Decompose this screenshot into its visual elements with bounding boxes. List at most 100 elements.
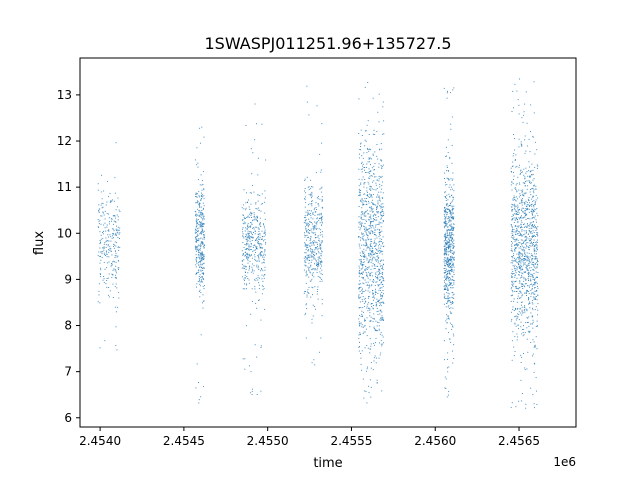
data-point xyxy=(527,290,528,292)
data-point xyxy=(360,182,362,184)
data-point xyxy=(448,271,450,273)
data-point xyxy=(448,239,450,241)
data-point xyxy=(381,197,383,199)
data-point xyxy=(307,246,309,248)
data-point xyxy=(306,291,308,293)
data-point xyxy=(450,303,452,305)
data-point xyxy=(366,198,368,199)
data-point xyxy=(312,272,314,274)
data-point xyxy=(100,234,102,236)
data-point xyxy=(444,222,446,224)
data-point xyxy=(516,207,518,209)
data-point xyxy=(250,371,252,373)
data-point xyxy=(243,221,245,223)
data-point xyxy=(367,229,369,230)
data-point xyxy=(381,209,383,211)
data-point xyxy=(447,226,448,228)
data-point xyxy=(304,180,306,181)
data-point xyxy=(528,260,530,262)
data-point xyxy=(203,259,205,261)
data-point xyxy=(450,250,452,252)
data-point xyxy=(531,283,532,285)
data-point xyxy=(445,237,447,239)
data-point xyxy=(372,253,374,255)
data-point xyxy=(376,219,378,221)
data-point xyxy=(522,329,524,330)
data-point xyxy=(312,186,314,188)
data-point xyxy=(528,316,530,318)
data-point xyxy=(446,234,448,236)
data-point xyxy=(529,242,531,244)
data-point xyxy=(443,293,445,295)
data-point xyxy=(256,356,258,358)
data-point xyxy=(369,193,371,195)
data-point xyxy=(533,242,534,243)
data-point xyxy=(522,273,524,275)
data-point xyxy=(361,244,363,246)
data-point xyxy=(260,347,262,348)
data-point xyxy=(198,215,200,217)
data-point xyxy=(249,365,250,367)
data-point xyxy=(374,285,376,286)
data-point xyxy=(320,213,322,215)
data-point xyxy=(365,300,367,302)
data-point xyxy=(242,214,244,216)
data-point xyxy=(368,307,370,309)
data-point xyxy=(248,249,250,251)
data-point xyxy=(311,223,313,225)
data-point xyxy=(530,276,532,278)
data-point xyxy=(445,261,447,263)
data-point xyxy=(448,241,450,243)
data-point xyxy=(360,296,362,298)
data-point xyxy=(251,173,253,175)
data-point xyxy=(444,218,446,220)
data-point xyxy=(519,242,521,244)
data-point xyxy=(102,279,104,281)
data-point xyxy=(451,179,453,181)
data-point xyxy=(200,241,202,243)
data-point xyxy=(526,252,528,254)
data-point xyxy=(526,309,528,311)
data-point xyxy=(315,247,316,249)
data-point xyxy=(321,315,323,317)
data-point xyxy=(377,260,379,262)
data-point xyxy=(448,240,450,242)
data-point xyxy=(448,269,450,271)
data-point xyxy=(453,293,455,295)
data-point xyxy=(523,241,524,243)
data-point xyxy=(514,260,516,262)
data-point xyxy=(362,264,364,265)
data-point xyxy=(529,202,530,204)
data-point xyxy=(383,220,384,222)
data-point xyxy=(516,242,518,244)
data-point xyxy=(254,244,256,246)
data-point xyxy=(305,257,307,259)
data-point xyxy=(306,239,307,241)
data-point xyxy=(515,270,517,272)
data-point xyxy=(528,303,529,305)
data-point xyxy=(531,232,533,234)
data-point xyxy=(364,139,366,141)
data-point xyxy=(243,259,245,261)
data-point xyxy=(382,197,384,199)
data-point xyxy=(527,258,529,260)
data-point xyxy=(311,322,313,324)
data-point xyxy=(381,175,383,177)
data-point xyxy=(451,201,453,203)
data-point xyxy=(510,250,512,251)
data-point xyxy=(195,202,197,204)
data-point xyxy=(362,244,364,246)
data-point xyxy=(450,227,452,229)
data-point xyxy=(368,168,370,170)
data-point xyxy=(197,248,199,250)
data-point xyxy=(198,195,200,197)
data-point xyxy=(257,220,258,221)
data-point xyxy=(381,311,383,313)
data-point xyxy=(198,256,200,258)
data-point xyxy=(314,225,316,227)
data-point xyxy=(319,243,321,245)
data-point xyxy=(520,227,522,229)
data-point xyxy=(370,285,372,287)
data-point xyxy=(517,221,519,222)
data-point xyxy=(310,265,312,267)
